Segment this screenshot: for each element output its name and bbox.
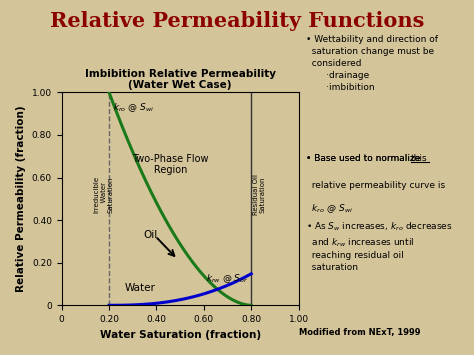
Text: Oil: Oil	[143, 230, 158, 240]
Text: • Base used to normalize: • Base used to normalize	[306, 154, 423, 163]
Text: Two-Phase Flow
       Region: Two-Phase Flow Region	[131, 154, 208, 175]
Text: • Wettability and direction of
  saturation change must be
  considered
       ·: • Wettability and direction of saturatio…	[306, 36, 438, 92]
X-axis label: Water Saturation (fraction): Water Saturation (fraction)	[100, 329, 261, 340]
Text: Irreducible
  Water
Saturation: Irreducible Water Saturation	[94, 176, 114, 213]
Text: • Base used to normalize: • Base used to normalize	[306, 154, 423, 163]
Text: Relative Permeability Functions: Relative Permeability Functions	[50, 11, 424, 31]
Text: • As $S_w$ increases, $k_{ro}$ decreases
  and $k_{rw}$ increases until
  reachi: • As $S_w$ increases, $k_{ro}$ decreases…	[306, 220, 452, 272]
Text: $k_{rw}$ @ $S_{or}$: $k_{rw}$ @ $S_{or}$	[206, 272, 249, 285]
Text: $k_{ro}$ @ $S_{wi}$: $k_{ro}$ @ $S_{wi}$	[113, 101, 154, 114]
Text: Water: Water	[124, 283, 155, 294]
Text: this: this	[411, 154, 428, 163]
Y-axis label: Relative Permeability (fraction): Relative Permeability (fraction)	[16, 105, 26, 292]
Title: Imbibition Relative Permeability
(Water Wet Case): Imbibition Relative Permeability (Water …	[85, 69, 275, 90]
Text: Residual Oil
Saturation: Residual Oil Saturation	[253, 174, 265, 215]
Text: $k_{ro}$ @ $S_{wi}$: $k_{ro}$ @ $S_{wi}$	[306, 202, 353, 215]
Text: Modified from NExT, 1999: Modified from NExT, 1999	[300, 328, 421, 338]
Text: relative permeability curve is: relative permeability curve is	[306, 181, 445, 190]
